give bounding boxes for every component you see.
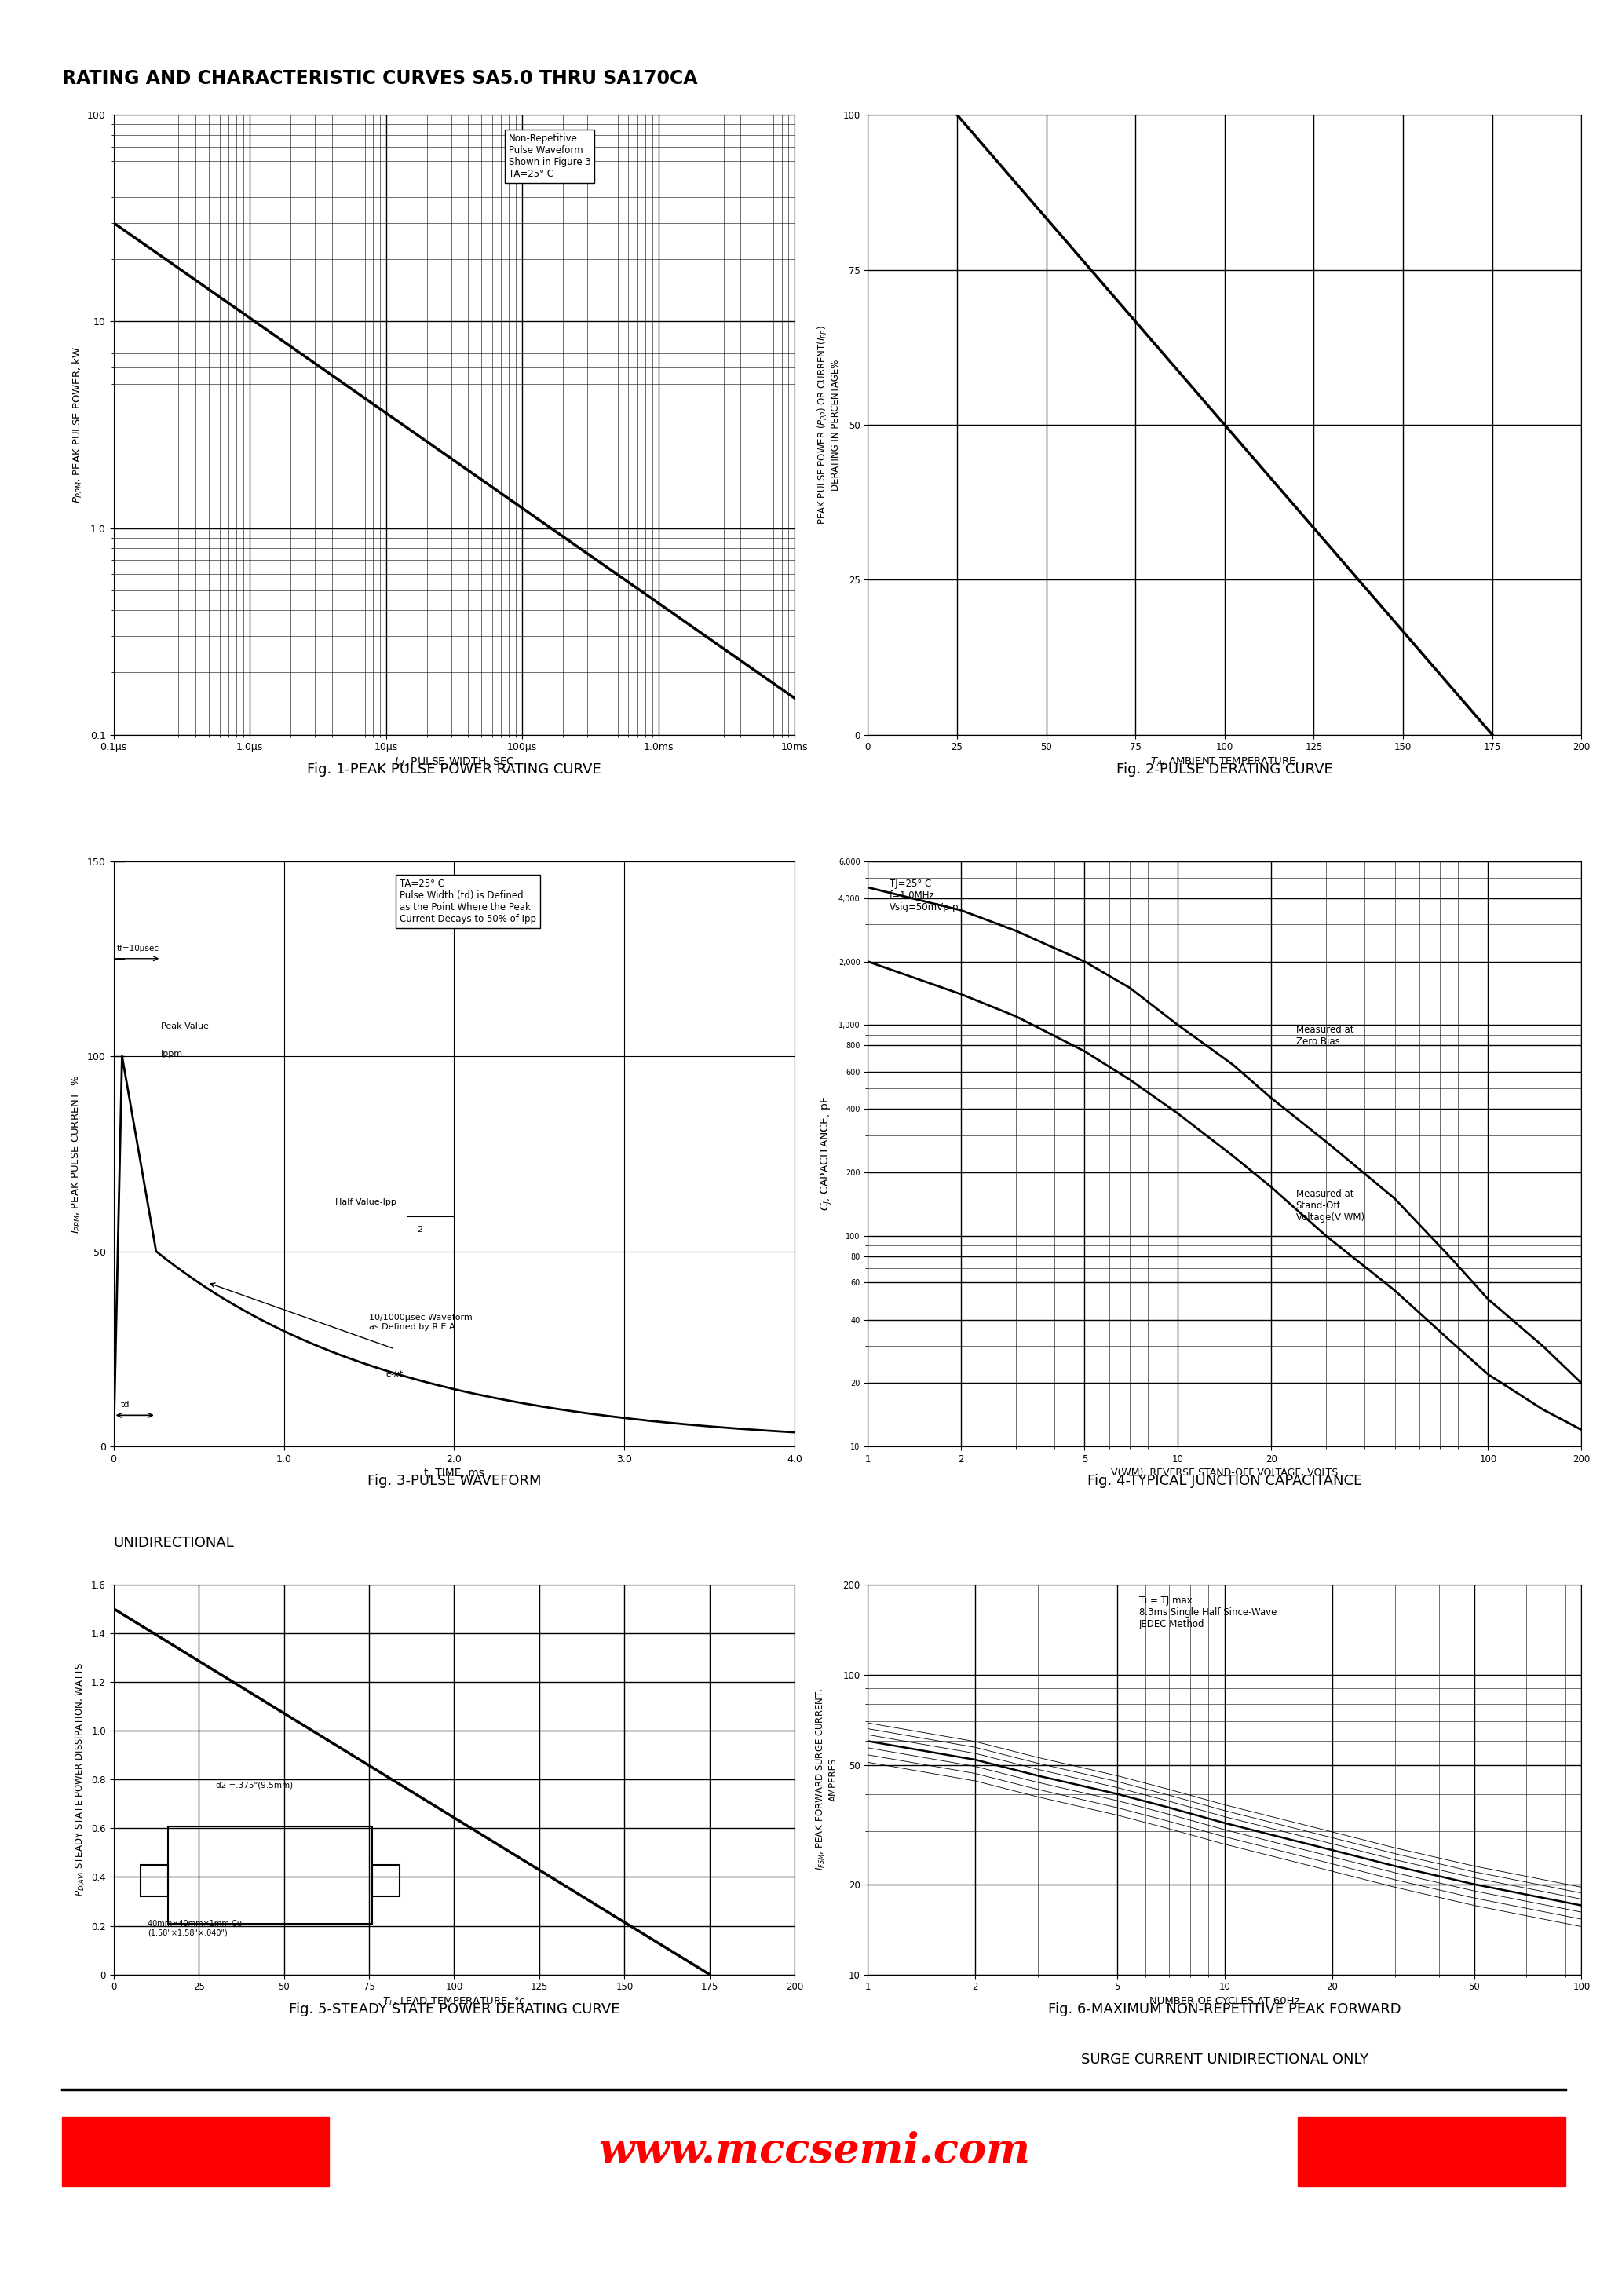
Y-axis label: $I_{PPM}$, PEAK PULSE CURRENT- %: $I_{PPM}$, PEAK PULSE CURRENT- % bbox=[71, 1075, 83, 1233]
Y-axis label: $I_{FSM}$, PEAK FORWARD SURGE CURRENT,
AMPERES: $I_{FSM}$, PEAK FORWARD SURGE CURRENT, A… bbox=[814, 1688, 839, 1871]
Bar bbox=[373, 1864, 399, 1896]
Text: Fig. 2-PULSE DERATING CURVE: Fig. 2-PULSE DERATING CURVE bbox=[1116, 762, 1333, 776]
X-axis label: V(WM), REVERSE STAND-OFF VOLTAGE, VOLTS: V(WM), REVERSE STAND-OFF VOLTAGE, VOLTS bbox=[1111, 1467, 1338, 1479]
Text: Half Value-Ipp: Half Value-Ipp bbox=[336, 1199, 396, 1205]
Text: Fig. 4-TYPICAL JUNCTION CAPACITANCE: Fig. 4-TYPICAL JUNCTION CAPACITANCE bbox=[1087, 1474, 1362, 1488]
Y-axis label: PEAK PULSE POWER ($P_{PP}$) OR CURRENT($I_{PP}$)
DERATING IN PERCENTAGE%: PEAK PULSE POWER ($P_{PP}$) OR CURRENT($… bbox=[816, 326, 840, 523]
Text: e-kt: e-kt bbox=[386, 1371, 404, 1378]
Text: TA=25° C
Pulse Width (td) is Defined
as the Point Where the Peak
Current Decays : TA=25° C Pulse Width (td) is Defined as … bbox=[399, 879, 537, 923]
Bar bbox=[169, 1825, 373, 1924]
Bar bbox=[141, 1864, 169, 1896]
Text: Peak Value: Peak Value bbox=[161, 1022, 209, 1031]
Text: 40mm×40mm×1mm Cu
(1.58"×1.58"×.040"): 40mm×40mm×1mm Cu (1.58"×1.58"×.040") bbox=[148, 1919, 242, 1938]
Text: Non-Repetitive
Pulse Waveform
Shown in Figure 3
TA=25° C: Non-Repetitive Pulse Waveform Shown in F… bbox=[509, 133, 590, 179]
Text: 2: 2 bbox=[417, 1226, 422, 1233]
X-axis label: $T_A$, AMBIENT TEMPERATURE,: $T_A$, AMBIENT TEMPERATURE, bbox=[1150, 755, 1299, 767]
Text: d2 =.375"(9.5mm): d2 =.375"(9.5mm) bbox=[216, 1782, 292, 1789]
Text: UNIDIRECTIONAL: UNIDIRECTIONAL bbox=[114, 1536, 234, 1550]
Text: Measured at
Zero Bias: Measured at Zero Bias bbox=[1296, 1024, 1354, 1047]
Text: Ippm: Ippm bbox=[161, 1049, 183, 1058]
Text: SURGE CURRENT UNIDIRECTIONAL ONLY: SURGE CURRENT UNIDIRECTIONAL ONLY bbox=[1080, 2053, 1369, 2066]
Text: Fig. 6-MAXIMUM NON-REPETITIVE PEAK FORWARD: Fig. 6-MAXIMUM NON-REPETITIVE PEAK FORWA… bbox=[1048, 2002, 1401, 2016]
Y-axis label: $C_J$, CAPACITANCE, pF: $C_J$, CAPACITANCE, pF bbox=[819, 1097, 834, 1210]
Text: Fig. 5-STEADY STATE POWER DERATING CURVE: Fig. 5-STEADY STATE POWER DERATING CURVE bbox=[289, 2002, 620, 2016]
X-axis label: $T_L$, LEAD TEMPERATURE, °c: $T_L$, LEAD TEMPERATURE, °c bbox=[383, 1995, 526, 2007]
Text: Ti = TJ max
8.3ms Single Half Since-Wave
JEDEC Method: Ti = TJ max 8.3ms Single Half Since-Wave… bbox=[1139, 1596, 1277, 1630]
X-axis label: t, TIME, ms: t, TIME, ms bbox=[423, 1467, 485, 1479]
Text: www.mccsemi.com: www.mccsemi.com bbox=[599, 2131, 1030, 2172]
Text: TJ=25° C
f=1.0MHz
Vsig=50mVp-p: TJ=25° C f=1.0MHz Vsig=50mVp-p bbox=[889, 879, 959, 912]
X-axis label: $t_d$, PULSE WIDTH, SEC: $t_d$, PULSE WIDTH, SEC bbox=[394, 755, 514, 769]
Text: td: td bbox=[120, 1401, 130, 1410]
Y-axis label: $P_{PPM}$, PEAK PULSE POWER, kW: $P_{PPM}$, PEAK PULSE POWER, kW bbox=[71, 347, 84, 503]
Text: 10/1000µsec Waveform
as Defined by R.E.A.: 10/1000µsec Waveform as Defined by R.E.A… bbox=[370, 1313, 472, 1332]
X-axis label: NUMBER OF CYCLES AT 60Hz: NUMBER OF CYCLES AT 60Hz bbox=[1150, 1995, 1299, 2007]
Y-axis label: $P_{D(AV)}$ STEADY STATE POWER DISSIPATION, WATTS: $P_{D(AV)}$ STEADY STATE POWER DISSIPATI… bbox=[75, 1662, 88, 1896]
Text: Measured at
Stand-Off
Voltage(V WM): Measured at Stand-Off Voltage(V WM) bbox=[1296, 1189, 1364, 1224]
Text: Fig. 1-PEAK PULSE POWER RATING CURVE: Fig. 1-PEAK PULSE POWER RATING CURVE bbox=[307, 762, 602, 776]
Text: RATING AND CHARACTERISTIC CURVES SA5.0 THRU SA170CA: RATING AND CHARACTERISTIC CURVES SA5.0 T… bbox=[62, 69, 697, 87]
Text: tf=10µsec: tf=10µsec bbox=[117, 944, 159, 953]
Text: Fig. 3-PULSE WAVEFORM: Fig. 3-PULSE WAVEFORM bbox=[367, 1474, 542, 1488]
